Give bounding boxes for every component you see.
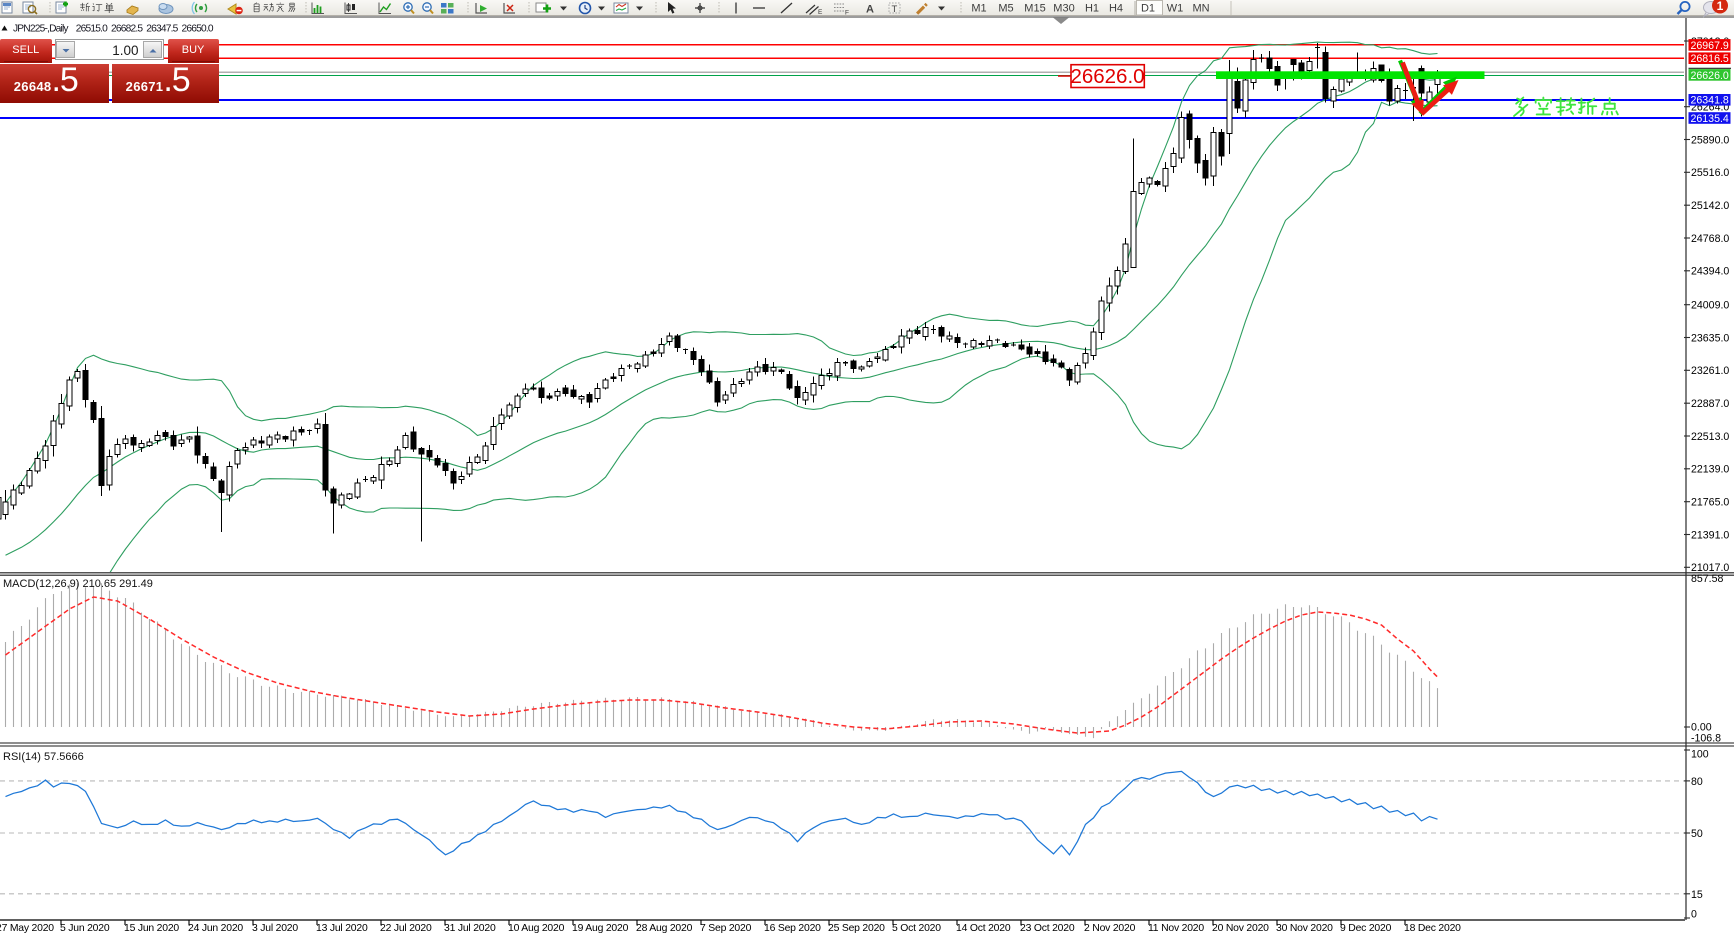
svg-text:31 Jul 2020: 31 Jul 2020 [444,923,496,934]
svg-text:D1: D1 [1141,3,1155,15]
svg-text:14 Oct 2020: 14 Oct 2020 [956,923,1011,934]
svg-text:26341.8: 26341.8 [1691,95,1729,107]
svg-text:MACD(12,26,9) 210.65 291.49: MACD(12,26,9) 210.65 291.49 [3,578,153,590]
svg-text:80: 80 [1691,776,1703,788]
svg-text:26626.0: 26626.0 [1070,65,1144,88]
svg-text:F: F [845,10,849,17]
svg-text:T: T [892,4,898,15]
svg-text:18 Dec 2020: 18 Dec 2020 [1404,923,1461,934]
svg-text:RSI(14) 57.5666: RSI(14) 57.5666 [3,751,84,763]
svg-text:25142.0: 25142.0 [1691,200,1729,212]
svg-text:25890.0: 25890.0 [1691,134,1729,146]
svg-text:24009.0: 24009.0 [1691,300,1729,312]
svg-text:28 Aug 2020: 28 Aug 2020 [636,923,693,934]
svg-text:30 Nov 2020: 30 Nov 2020 [1276,923,1333,934]
svg-text:20 Nov 2020: 20 Nov 2020 [1212,923,1269,934]
svg-text:7 Sep 2020: 7 Sep 2020 [700,923,752,934]
svg-text:50: 50 [1691,828,1703,840]
svg-text:15: 15 [1691,889,1703,901]
svg-text:MN: MN [1192,3,1209,15]
svg-text:0: 0 [1691,909,1697,921]
svg-text:10 Aug 2020: 10 Aug 2020 [508,923,565,934]
svg-text:H4: H4 [1109,3,1123,15]
svg-text:5 Oct 2020: 5 Oct 2020 [892,923,941,934]
svg-text:26626.0: 26626.0 [1691,70,1729,82]
svg-text:24768.0: 24768.0 [1691,233,1729,245]
svg-text:M30: M30 [1053,3,1074,15]
svg-text:21765.0: 21765.0 [1691,497,1729,509]
svg-text:26967.9: 26967.9 [1691,40,1729,52]
svg-text:H1: H1 [1085,3,1099,15]
svg-text:23635.0: 23635.0 [1691,332,1729,344]
svg-text:15 Jun 2020: 15 Jun 2020 [124,923,179,934]
svg-text:2 Nov 2020: 2 Nov 2020 [1084,923,1136,934]
svg-text:22513.0: 22513.0 [1691,431,1729,443]
svg-text:25 Sep 2020: 25 Sep 2020 [828,923,885,934]
svg-text:JPN225-,Daily 26515.0 26682.5: JPN225-,Daily 26515.0 26682.5 26347.5 26… [13,24,214,35]
svg-text:21017.0: 21017.0 [1691,562,1729,574]
svg-text:21391.0: 21391.0 [1691,529,1729,541]
svg-text:25516.0: 25516.0 [1691,167,1729,179]
svg-text:-106.8: -106.8 [1691,733,1721,745]
svg-text:W1: W1 [1167,3,1184,15]
svg-text:27 May 2020: 27 May 2020 [0,923,54,934]
svg-text:0.00: 0.00 [1691,722,1712,734]
svg-text:23261.0: 23261.0 [1691,365,1729,377]
svg-text:24 Jun 2020: 24 Jun 2020 [188,923,243,934]
svg-text:16 Sep 2020: 16 Sep 2020 [764,923,821,934]
svg-text:100: 100 [1691,749,1709,761]
svg-text:23 Oct 2020: 23 Oct 2020 [1020,923,1075,934]
svg-text:E: E [818,9,823,16]
svg-text:26135.4: 26135.4 [1691,113,1729,125]
svg-text:5 Jun 2020: 5 Jun 2020 [60,923,110,934]
svg-text:22 Jul 2020: 22 Jul 2020 [380,923,432,934]
svg-text:19 Aug 2020: 19 Aug 2020 [572,923,629,934]
svg-text:M5: M5 [998,3,1013,15]
svg-text:M15: M15 [1024,3,1045,15]
svg-text:M1: M1 [971,3,986,15]
svg-text:A: A [866,4,874,16]
svg-text:24394.0: 24394.0 [1691,266,1729,278]
svg-text:9 Dec 2020: 9 Dec 2020 [1340,923,1392,934]
svg-text:3 Jul 2020: 3 Jul 2020 [252,923,298,934]
svg-text:1: 1 [1717,0,1724,13]
svg-text:22887.0: 22887.0 [1691,398,1729,410]
svg-text:13 Jul 2020: 13 Jul 2020 [316,923,368,934]
svg-text:11 Nov 2020: 11 Nov 2020 [1148,923,1204,934]
svg-text:857.58: 857.58 [1691,573,1724,585]
svg-text:22139.0: 22139.0 [1691,464,1729,476]
svg-text:26816.5: 26816.5 [1691,53,1729,65]
